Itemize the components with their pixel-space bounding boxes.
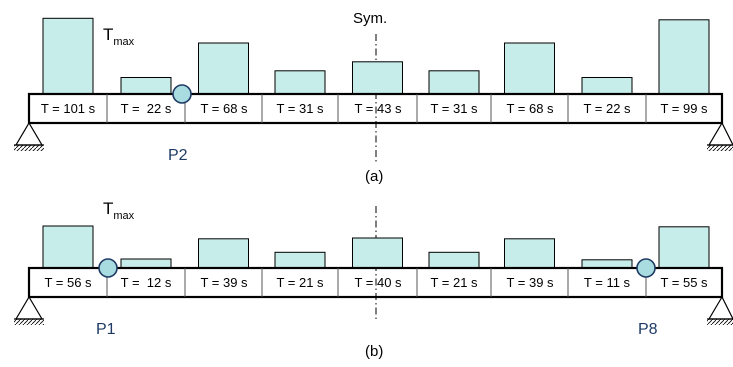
tmax-bar bbox=[658, 226, 710, 269]
segment-label: T = 22 s bbox=[583, 101, 631, 116]
tmax-bar bbox=[352, 237, 403, 269]
tmax-bar bbox=[198, 42, 249, 95]
tmax-bar bbox=[198, 238, 249, 269]
tmax-sub-a: max bbox=[113, 36, 134, 48]
tmax-bar bbox=[428, 70, 480, 95]
segment-label: T = 12 s bbox=[121, 275, 172, 290]
tmax-bar bbox=[581, 77, 633, 95]
tmax-bar bbox=[42, 225, 94, 269]
pin-support-left-b bbox=[14, 295, 44, 325]
hinge-marker bbox=[98, 258, 118, 278]
segment-label: T = 39 s bbox=[506, 275, 554, 290]
pin-support-right-b bbox=[707, 295, 733, 325]
segment-label: T = 39 s bbox=[200, 275, 248, 290]
tmax-bar bbox=[274, 70, 326, 95]
hinge-marker bbox=[636, 258, 656, 278]
segment-label: T = 31 s bbox=[276, 101, 324, 116]
segment-label: T = 68 s bbox=[506, 101, 554, 116]
point-label-p8: P8 bbox=[638, 321, 658, 338]
tmax-bar bbox=[581, 259, 633, 269]
beam-a bbox=[27, 92, 724, 125]
tmax-bar bbox=[120, 258, 172, 269]
segment-label: T = 22 s bbox=[121, 101, 172, 116]
segment-label: T = 99 s bbox=[660, 101, 708, 116]
tmax-bar bbox=[504, 238, 555, 269]
tmax-sub-b: max bbox=[113, 210, 134, 222]
pin-support-left-a bbox=[14, 121, 44, 151]
segment-label: T = 68 s bbox=[200, 101, 248, 116]
tmax-label-b: Tmax bbox=[103, 199, 135, 222]
segment-label: T = 56 s bbox=[44, 275, 92, 290]
bars-b bbox=[42, 225, 710, 269]
tmax-bar bbox=[120, 77, 172, 95]
tmax-bar bbox=[42, 17, 94, 95]
pin-support-right-a bbox=[707, 121, 733, 151]
segment-label: T = 31 s bbox=[430, 101, 478, 116]
segment-label: T = 43 s bbox=[354, 101, 402, 116]
tmax-main-b: T bbox=[103, 199, 113, 218]
point-label-p2: P2 bbox=[168, 147, 188, 164]
tmax-bar bbox=[352, 61, 403, 95]
tmax-bar bbox=[274, 251, 326, 269]
tmax-bar bbox=[504, 42, 555, 95]
point-label-p1: P1 bbox=[96, 321, 116, 338]
bars-a bbox=[42, 17, 710, 95]
caption-b: (b) bbox=[365, 343, 383, 360]
segment-label: T = 101 s bbox=[41, 101, 96, 116]
segment-label: T = 40 s bbox=[354, 275, 402, 290]
segment-label: T = 55 s bbox=[660, 275, 708, 290]
segment-label: T = 21 s bbox=[430, 275, 478, 290]
tmax-main-a: T bbox=[103, 25, 113, 44]
symmetry-label: Sym. bbox=[353, 10, 387, 27]
hinge-marker bbox=[172, 84, 192, 104]
segment-label: T = 11 s bbox=[584, 275, 631, 290]
caption-a: (a) bbox=[365, 168, 383, 185]
tmax-bar bbox=[658, 19, 710, 95]
segment-label: T = 21 s bbox=[276, 275, 324, 290]
tmax-label-a: Tmax bbox=[103, 25, 135, 48]
panel-a: Tmax T = 101 s T = 22 s T = 68 s T = 31 … bbox=[14, 17, 733, 185]
panel-b: Tmax T = 56 s T = 12 s T = 39 s T = 21 s… bbox=[14, 199, 733, 360]
beam-b bbox=[27, 266, 724, 299]
tmax-bar bbox=[428, 251, 480, 269]
